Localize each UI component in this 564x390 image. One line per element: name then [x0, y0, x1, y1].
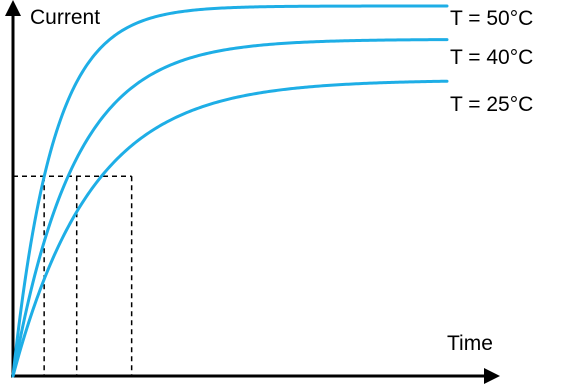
series-labels: T = 50°C T = 40°C T = 25°C: [450, 7, 533, 116]
axes: Current Time: [5, 0, 500, 384]
guides: [13, 175, 133, 376]
y-axis-label: Current: [30, 6, 100, 29]
y-axis-arrow: [5, 0, 21, 16]
x-axis-label: Time: [447, 332, 493, 355]
x-axis-arrow: [484, 368, 500, 384]
series-label-t-40: T = 40°C: [450, 46, 533, 69]
series-label-t-50: T = 50°C: [450, 7, 533, 30]
series-line-0: [11, 4, 449, 378]
series-layer: [11, 4, 449, 378]
series-line-1: [11, 38, 449, 378]
series-label-t-25: T = 25°C: [450, 93, 533, 116]
series-line-2: [11, 79, 449, 378]
